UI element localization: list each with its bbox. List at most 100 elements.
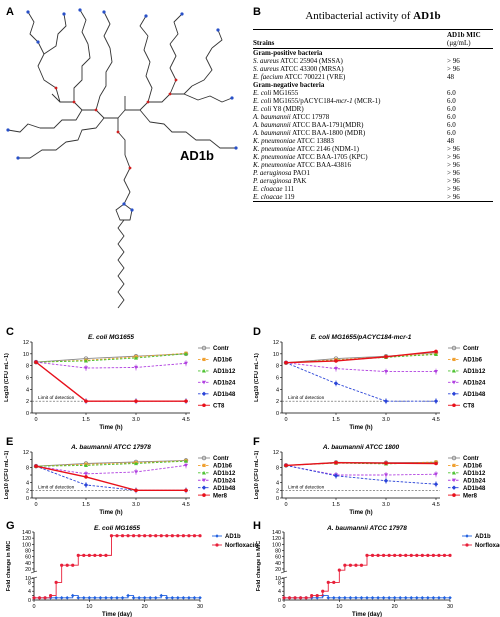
marker-ad1b <box>170 596 175 600</box>
y-tick-label: 4 <box>28 589 31 595</box>
marker-norfloxacin <box>382 553 386 557</box>
y-axis-label: Fold change in MIC <box>256 541 262 591</box>
y-tick-label: 6 <box>276 376 279 382</box>
marker-ct8 <box>184 399 188 403</box>
strain-species: K. pneumoniae <box>253 145 296 153</box>
strain-id: MG1655 <box>271 89 299 97</box>
legend-label: AD1b24 <box>463 381 486 387</box>
marker-norfloxacin <box>165 534 169 538</box>
table-row: A. baumannii ATCC BAA-1800 (MDR) 6.0 <box>253 129 493 137</box>
marker-ad1b <box>326 596 331 600</box>
marker-ad1b <box>315 596 319 600</box>
x-axis-label: Time (h) <box>99 425 122 431</box>
y-tick-label: 8 <box>276 364 279 370</box>
mic-value: 48 <box>447 73 454 81</box>
series-line-ct8 <box>35 361 186 402</box>
legend-label: CT8 <box>213 403 225 409</box>
marker-ad1b48 <box>201 485 207 490</box>
marker-mer8 <box>334 460 338 465</box>
marker-ad1b6 <box>202 357 206 362</box>
x-tick-label: 3.0 <box>132 417 140 423</box>
marker-ad1b48 <box>333 473 339 478</box>
table-row: E. coli Y8 (MDR) 6.0 <box>253 105 493 113</box>
chart-f-abaumannii-1800: A. baumannii ATCC 1800 0 24 8 12 0 1.5 3.0 4.5 Ti… <box>254 444 486 516</box>
x-tick-label: 30 <box>197 604 203 610</box>
y-tick-label: 12 <box>273 450 279 456</box>
series-line-norfloxacin <box>34 535 200 599</box>
col-mic-header: AD1b MIC (μg/mL) <box>447 29 493 49</box>
marker-norfloxacin <box>287 596 292 600</box>
marker-norfloxacin <box>93 553 97 557</box>
marker-ad1b <box>381 596 386 600</box>
marker-norfloxacin <box>154 534 158 538</box>
marker-ad1b24 <box>202 478 206 483</box>
detection-limit-label: Limit of detection <box>288 484 325 490</box>
y-tick-label: 8 <box>278 580 281 586</box>
series-line-ad1b48 <box>285 464 437 485</box>
panel-letter-c: C <box>6 326 14 338</box>
strain-cell: E. faecium ATCC 700221 (VRE) <box>253 73 447 81</box>
strain-cell: P. aeruginosa PAO1 <box>253 169 447 177</box>
table-row: K. pneumoniae ATCC 2146 (NDM-1) > 96 <box>253 145 493 153</box>
legend-label: Norfloxacin <box>475 543 500 549</box>
marker-norfloxacin <box>348 563 352 567</box>
marker-ad1b <box>120 596 125 600</box>
x-tick-label: 4.5 <box>182 417 190 423</box>
table-row: K. pneumoniae ATCC BAA-1705 (KPC) > 96 <box>253 153 493 161</box>
marker-ad1b <box>415 596 419 600</box>
mic-value: 48 <box>447 137 454 145</box>
strain-species: S. aureus <box>253 65 279 73</box>
y-tick-label: 4 <box>276 481 279 487</box>
mic-value: 6.0 <box>447 113 456 121</box>
marker-norfloxacin <box>359 563 364 567</box>
marker-norfloxacin <box>148 534 152 538</box>
legend-label: Contr <box>213 456 230 462</box>
chart-h-resistance-abaumannii: A. baumannii ATCC 1797820406080100120140… <box>256 525 500 617</box>
legend-label: Contr <box>213 346 230 352</box>
marker-ct8 <box>334 359 338 363</box>
marker-norfloxacin <box>65 563 69 567</box>
table-row: E. cloacae 111 > 96 <box>253 185 493 193</box>
marker-ad1b <box>198 596 202 600</box>
strain-id: ATCC 43300 (MRSA) <box>278 65 344 73</box>
panel-letter-h: H <box>253 520 261 532</box>
marker-ad1b12 <box>202 470 206 475</box>
y-tick-label: 6 <box>26 376 29 382</box>
marker-norfloxacin <box>315 594 319 598</box>
marker-norfloxacin <box>404 553 408 557</box>
marker-norfloxacin <box>115 534 119 538</box>
marker-norfloxacin <box>387 553 391 557</box>
marker-norfloxacin <box>299 596 303 600</box>
legend-label: AD1b48 <box>213 486 236 492</box>
legend-label: Norfloxacin <box>225 543 258 549</box>
chart-title-main: E. coli MG1655/pACYC184- <box>311 334 394 341</box>
marker-ad1b24 <box>384 473 388 477</box>
y-tick-label: 140 <box>272 530 281 536</box>
marker-norfloxacin <box>87 553 91 557</box>
marker-ad1b <box>65 596 69 600</box>
marker-norfloxacin <box>431 553 435 557</box>
chart-title-gene: mcr-1 <box>394 334 412 341</box>
marker-norfloxacin <box>398 553 402 557</box>
axis-break-mark <box>280 570 288 574</box>
strain-species: E. faecium <box>253 73 283 81</box>
col-mic-unit: (μg/mL) <box>447 39 471 47</box>
marker-ad1b12 <box>452 368 456 373</box>
y-axis-label: Log10 (CFU mL−1) <box>4 353 10 402</box>
marker-norfloxacin <box>137 534 141 538</box>
legend-label: AD1b6 <box>463 358 483 364</box>
x-tick-label: 4.5 <box>432 417 440 423</box>
y-tick-label: 0 <box>276 411 279 417</box>
marker-mer8 <box>84 475 88 479</box>
marker-ad1b12 <box>202 368 206 373</box>
series-line-ad1b24 <box>35 361 187 369</box>
marker-ad1b12 <box>452 470 456 475</box>
y-tick-label: 120 <box>22 536 31 542</box>
marker-ad1b48 <box>433 482 439 487</box>
mic-value: > 96 <box>447 193 493 202</box>
y-tick-label: 2 <box>276 488 279 494</box>
marker-norfloxacin <box>120 534 125 538</box>
legend-label: AD1b6 <box>213 358 233 364</box>
y-tick-label: 80 <box>25 548 31 554</box>
legend-label: Mer8 <box>213 493 228 499</box>
